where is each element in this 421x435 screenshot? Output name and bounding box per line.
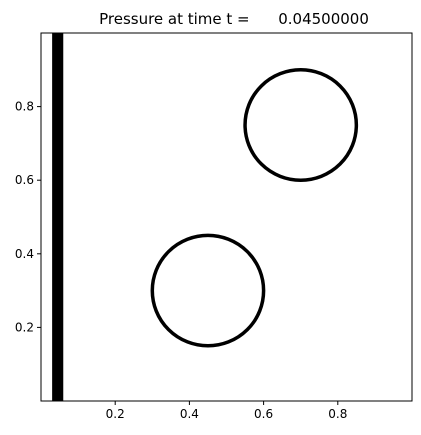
x-tick-label: 0.4 [180, 407, 199, 421]
x-tick-label: 0.6 [254, 407, 273, 421]
y-tick-label: 0.8 [15, 100, 34, 114]
plot-frame [40, 32, 413, 402]
x-tick-label: 0.8 [328, 407, 347, 421]
circle-contour-1 [150, 233, 266, 348]
y-tick-label: 0.4 [15, 247, 34, 261]
chart-title: Pressure at time t = 0.04500000 [99, 10, 369, 28]
y-axis: 0.2 0.4 0.6 0.8 [15, 100, 41, 334]
circle-contour-2 [243, 68, 359, 182]
y-tick-label: 0.2 [15, 320, 34, 334]
x-axis: 0.2 0.4 0.6 0.8 [106, 401, 347, 421]
x-tick-label: 0.2 [106, 407, 125, 421]
wall-band [52, 33, 64, 401]
plot-content [52, 33, 359, 401]
y-tick-label: 0.6 [15, 173, 34, 187]
